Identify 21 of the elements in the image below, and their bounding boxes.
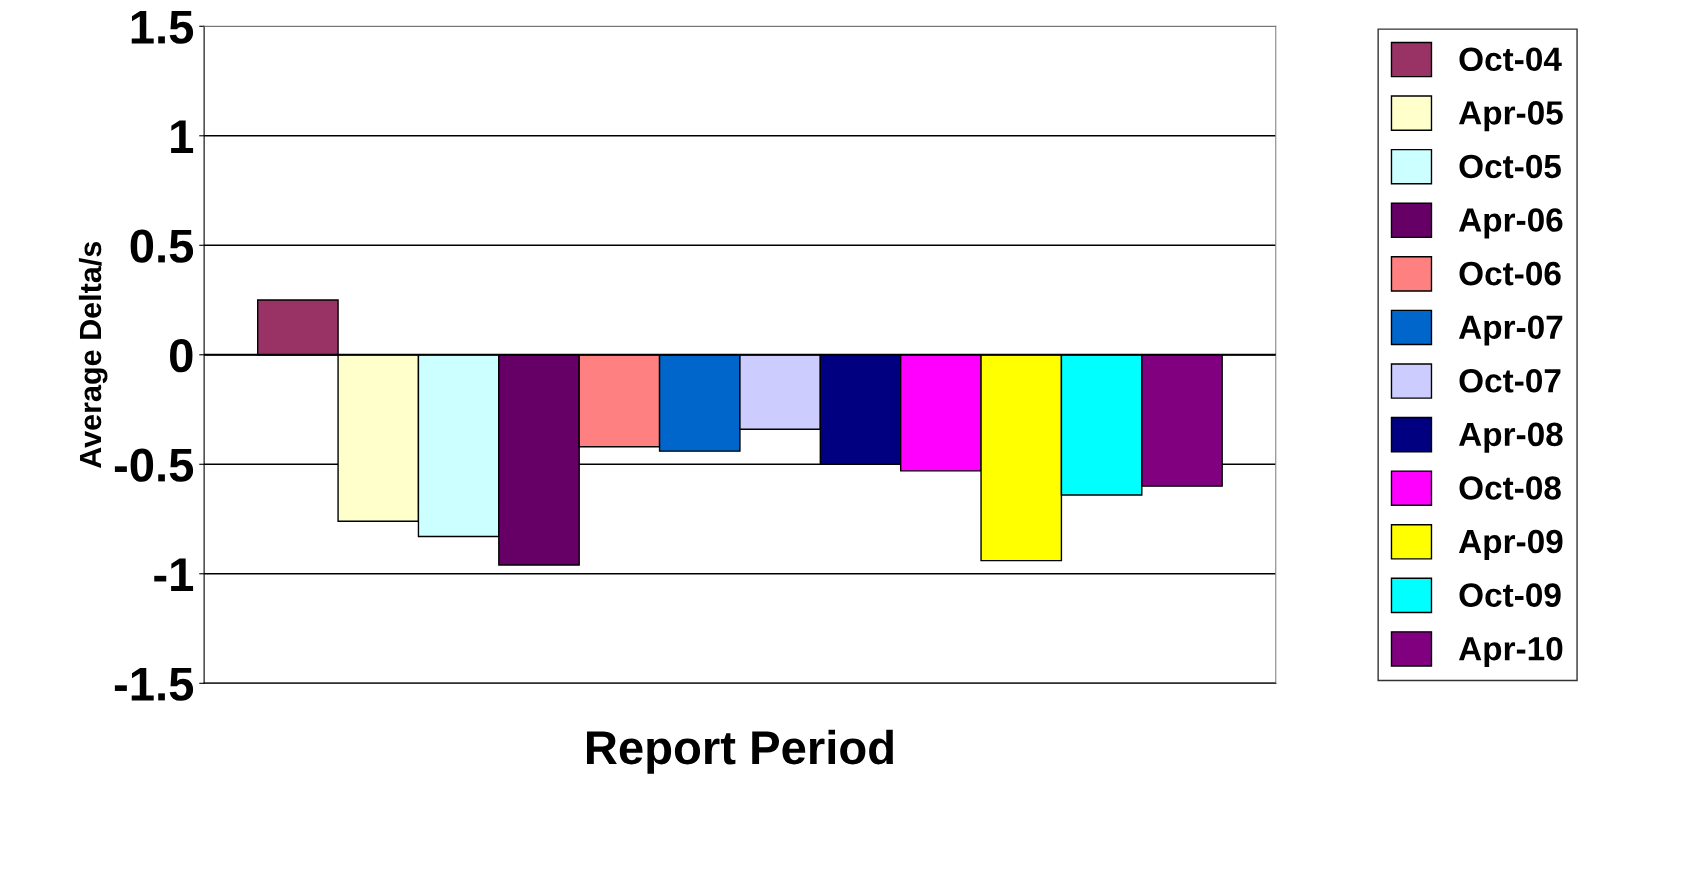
y-tick-label: 0.5 xyxy=(130,229,194,263)
y-tick-label: -1.5 xyxy=(114,667,194,701)
legend-label: Oct-05 xyxy=(1459,154,1561,179)
legend-label: Apr-08 xyxy=(1458,422,1563,453)
y-axis-title: Average Delta/s xyxy=(78,241,108,469)
legend-label: Oct-07 xyxy=(1459,369,1561,393)
legend-label: Oct-06 xyxy=(1459,261,1561,286)
legend-label: Apr-05 xyxy=(1458,101,1563,132)
legend-label: Apr-09 xyxy=(1458,529,1563,560)
legend-label: Oct-08 xyxy=(1459,476,1561,500)
legend-label: Apr-10 xyxy=(1458,636,1563,668)
legend-label: Oct-04 xyxy=(1459,47,1562,72)
y-tick-label: 1.5 xyxy=(131,10,194,44)
y-tick-label: -1 xyxy=(154,558,194,591)
legend-label: Oct-09 xyxy=(1459,583,1561,607)
x-axis-title: Report Period xyxy=(586,729,893,774)
y-tick-label: -0.5 xyxy=(114,448,194,482)
legend-label: Apr-07 xyxy=(1458,315,1563,346)
y-tick-label: 0 xyxy=(170,338,193,373)
legend-label: Apr-06 xyxy=(1458,208,1563,239)
y-tick-label: 1 xyxy=(171,120,194,153)
